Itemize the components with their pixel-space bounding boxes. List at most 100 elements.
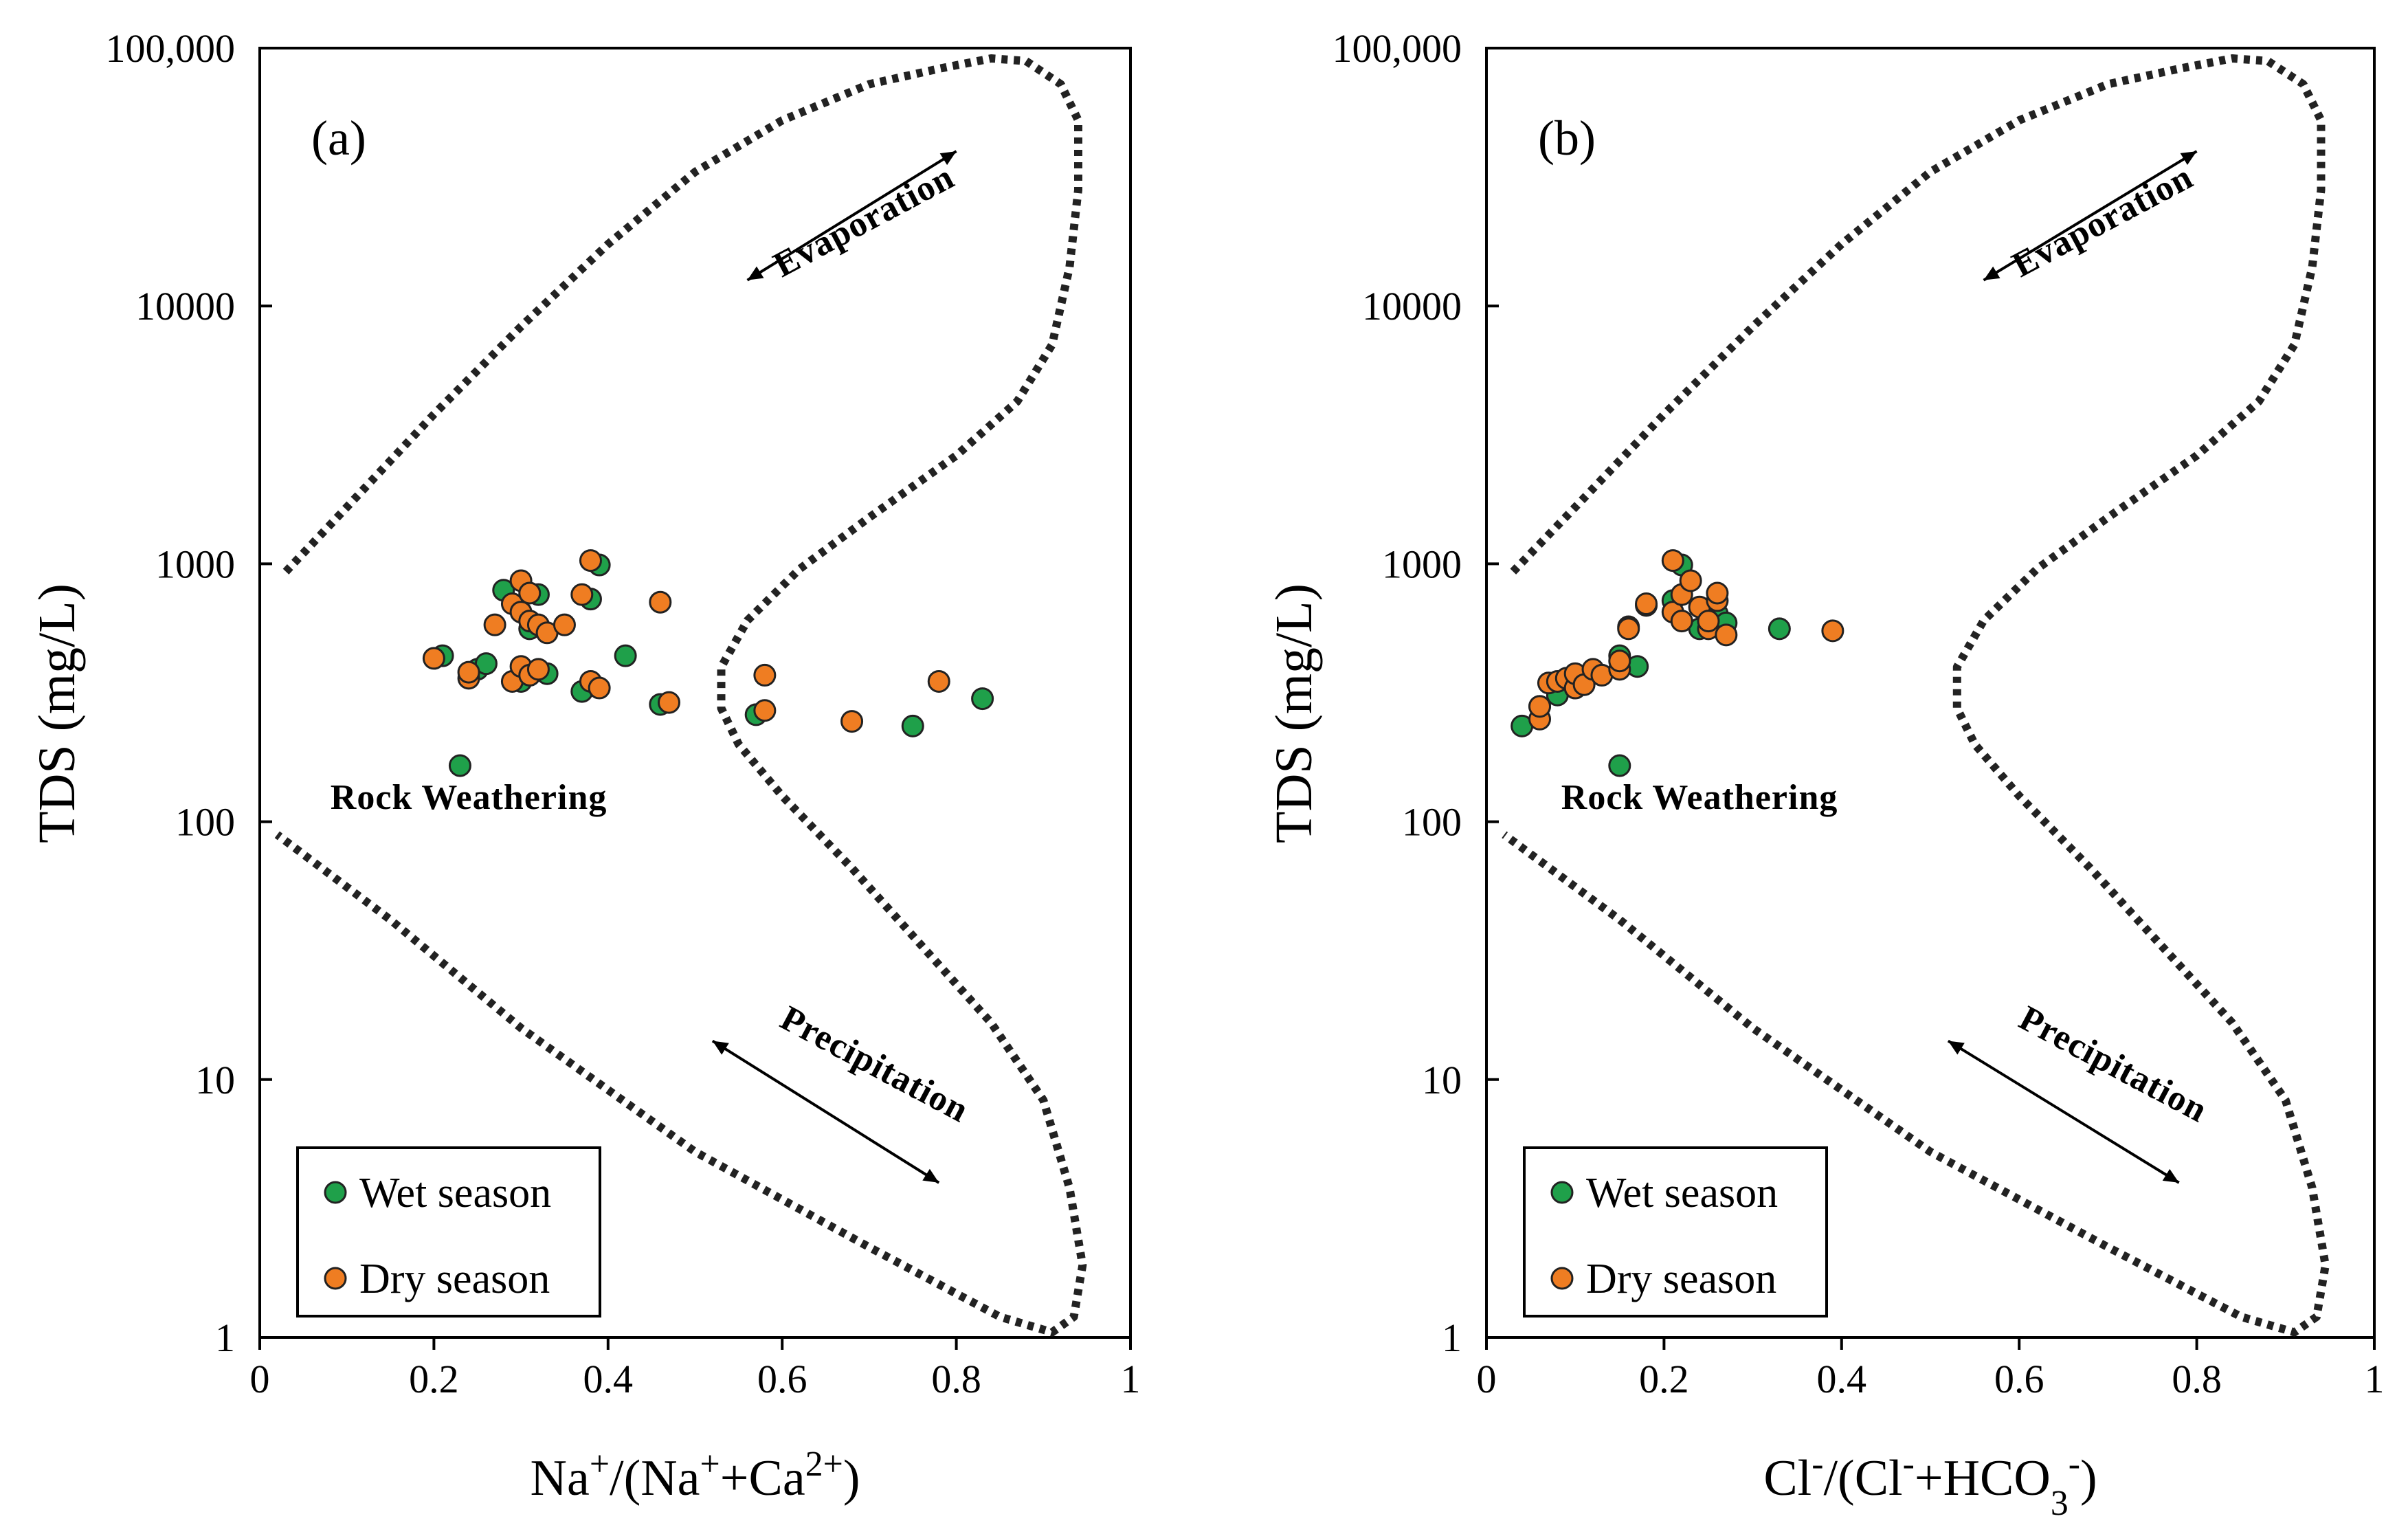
precipitation-arrow-head bbox=[2162, 1168, 2179, 1183]
legend-label-wet: Wet season bbox=[359, 1170, 551, 1216]
x-tick-label: 1 bbox=[2365, 1357, 2385, 1401]
precipitation-arrow bbox=[711, 1039, 940, 1184]
y-tick-label: 10000 bbox=[135, 284, 235, 329]
evaporation-label: Evaporation bbox=[2006, 157, 2199, 285]
dry-season-point bbox=[518, 581, 542, 605]
x-tick-label: 0.2 bbox=[409, 1357, 459, 1401]
evaporation-label: Evaporation bbox=[767, 157, 960, 285]
dry-season-point bbox=[1528, 695, 1552, 718]
y-tick-label: 100 bbox=[175, 800, 235, 845]
y-tick-label: 1 bbox=[215, 1315, 235, 1360]
x-tick-label: 0.4 bbox=[583, 1357, 634, 1401]
series-wet-season bbox=[1510, 553, 1791, 777]
dry-season-point bbox=[840, 710, 864, 733]
evaporation-arrow-head bbox=[2180, 151, 2197, 166]
wet-season-point bbox=[1768, 617, 1791, 641]
dry-season-point bbox=[753, 699, 777, 722]
dry-season-point bbox=[1670, 610, 1693, 633]
plot-frame bbox=[1485, 47, 2376, 1339]
dry-season-point bbox=[927, 669, 950, 693]
y-tick-label: 100,000 bbox=[1333, 26, 1462, 71]
dry-season-point bbox=[1679, 569, 1702, 592]
series-dry-season bbox=[422, 549, 950, 733]
y-tick-label: 100,000 bbox=[106, 26, 236, 71]
wet-season-point bbox=[901, 714, 924, 737]
y-tick-label: 10 bbox=[1422, 1058, 1462, 1102]
legend-box bbox=[1523, 1146, 1828, 1318]
dry-season-point bbox=[1635, 592, 1658, 616]
x-axis-label: Na+/(Na++Ca2+) bbox=[531, 1445, 860, 1507]
x-tick-label: 0.4 bbox=[1817, 1357, 1867, 1401]
dry-season-point bbox=[1821, 619, 1844, 643]
y-tick-label: 10000 bbox=[1362, 284, 1462, 329]
precipitation-arrow-head bbox=[1948, 1041, 1965, 1055]
chart-panel-b: 1 10 100 1000 10000 100,000 0 0.2 0.4 0.6 0.8 1 TDS … bbox=[1265, 26, 2385, 1523]
dry-season-point bbox=[588, 676, 611, 700]
legend-label-dry: Dry season bbox=[1586, 1256, 1776, 1302]
wet-season-point bbox=[448, 754, 471, 777]
precipitation-label: Precipitation bbox=[774, 999, 974, 1131]
legend-box bbox=[296, 1146, 601, 1318]
dry-season-point bbox=[649, 590, 672, 614]
precipitation-arrow-head bbox=[922, 1168, 939, 1183]
y-tick-label: 1 bbox=[1442, 1315, 1462, 1360]
panel-label: (a) bbox=[311, 111, 366, 166]
x-axis-label: Cl-/(Cl-+HCO3-) bbox=[1763, 1445, 2097, 1523]
dry-season-point bbox=[1697, 610, 1720, 633]
gibbs-boundary-curve bbox=[274, 54, 1087, 1337]
dry-season-point bbox=[1715, 623, 1738, 647]
x-tick-label: 0.8 bbox=[931, 1357, 981, 1401]
legend-marker-dry bbox=[1550, 1267, 1574, 1290]
evaporation-arrow-head bbox=[747, 266, 764, 280]
dry-season-point bbox=[553, 613, 576, 636]
dry-season-point bbox=[1706, 581, 1729, 605]
y-tick-label: 100 bbox=[1402, 800, 1462, 845]
dry-season-point bbox=[457, 660, 480, 684]
legend: Wet season Dry season bbox=[1523, 1146, 1828, 1318]
chart-panel-a: 1 10 100 1000 10000 100,000 0 0.2 0.4 0.6 0.8 1 TDS … bbox=[28, 26, 1141, 1507]
evaporation-arrow bbox=[746, 150, 957, 282]
x-tick-label: 0.6 bbox=[757, 1357, 807, 1401]
evaporation-arrow bbox=[1983, 150, 2198, 282]
legend-label-dry: Dry season bbox=[359, 1256, 550, 1302]
gibbs-boundary-curve bbox=[1502, 54, 2330, 1337]
y-axis-label: TDS (mg/L) bbox=[1265, 583, 1323, 843]
dry-season-point bbox=[483, 613, 506, 636]
legend-marker-wet bbox=[324, 1181, 347, 1204]
dry-season-point bbox=[753, 663, 777, 687]
legend: Wet season Dry season bbox=[296, 1146, 601, 1318]
rock-weathering-label: Rock Weathering bbox=[1561, 778, 1838, 817]
y-tick-label: 1000 bbox=[155, 542, 235, 586]
series-dry-season bbox=[1528, 549, 1844, 731]
evaporation-arrow-head bbox=[939, 151, 957, 166]
x-tick-label: 1 bbox=[1121, 1357, 1141, 1401]
evaporation-arrow-head bbox=[1983, 266, 2000, 280]
wet-season-point bbox=[971, 687, 994, 711]
x-tick-label: 0.8 bbox=[2172, 1357, 2222, 1401]
dry-season-point bbox=[1617, 617, 1640, 641]
panel-label: (b) bbox=[1538, 111, 1596, 166]
y-tick-label: 10 bbox=[195, 1058, 235, 1102]
x-tick-label: 0 bbox=[1477, 1357, 1497, 1401]
dry-season-point bbox=[422, 647, 445, 670]
precipitation-arrow-head bbox=[712, 1041, 729, 1055]
dry-season-point bbox=[1661, 549, 1684, 573]
dry-season-point bbox=[579, 549, 602, 573]
dry-season-point bbox=[570, 583, 594, 606]
dry-season-point bbox=[657, 691, 680, 714]
precipitation-arrow bbox=[1947, 1039, 2180, 1184]
x-tick-label: 0.6 bbox=[1994, 1357, 2044, 1401]
legend-marker-dry bbox=[324, 1267, 347, 1290]
wet-season-point bbox=[614, 644, 637, 667]
y-axis-label: TDS (mg/L) bbox=[28, 583, 86, 843]
dry-season-point bbox=[526, 658, 550, 681]
x-tick-label: 0.2 bbox=[1639, 1357, 1689, 1401]
plot-frame bbox=[258, 47, 1132, 1339]
precipitation-label: Precipitation bbox=[2013, 999, 2214, 1131]
legend-label-wet: Wet season bbox=[1586, 1170, 1778, 1216]
legend-marker-wet bbox=[1550, 1181, 1574, 1204]
y-tick-label: 1000 bbox=[1382, 542, 1462, 586]
x-tick-label: 0 bbox=[250, 1357, 270, 1401]
wet-season-point bbox=[1608, 754, 1631, 777]
